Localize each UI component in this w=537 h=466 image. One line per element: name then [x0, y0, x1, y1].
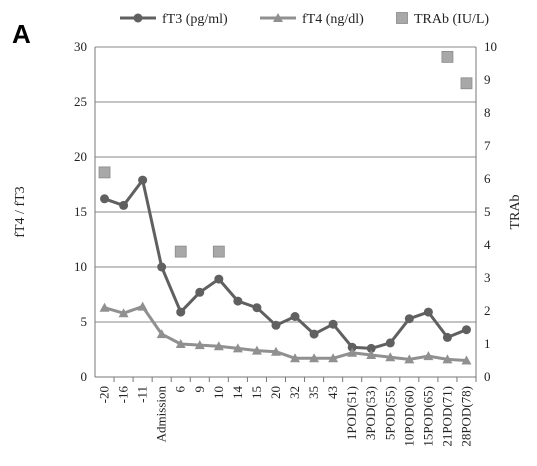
legend-marker: [273, 13, 283, 22]
legend-marker: [396, 12, 408, 24]
y2-tick-label: 7: [484, 138, 491, 153]
data-point: [118, 308, 129, 318]
y-tick-label: 15: [74, 204, 87, 219]
y2-tick-label: 1: [484, 336, 491, 351]
x-tick-label: 5POD(55): [382, 386, 397, 440]
data-point: [328, 353, 339, 363]
data-point: [137, 301, 148, 311]
data-point: [309, 353, 320, 363]
data-point: [232, 343, 243, 353]
data-point: [100, 194, 110, 204]
data-point: [233, 296, 243, 306]
legend: fT3 (pg/ml) fT4 (ng/dl) TRAb (IU/L): [120, 12, 489, 27]
data-point: [251, 345, 262, 355]
x-tick-label: 1POD(51): [344, 386, 359, 440]
y2-axis-title: TRAb: [508, 195, 523, 230]
x-tick-label: 15: [249, 386, 264, 399]
data-point: [290, 353, 301, 363]
y-tick-label: 25: [74, 94, 87, 109]
data-point: [156, 329, 167, 339]
x-tick-label: 3POD(53): [363, 386, 378, 440]
y-tick-label: 20: [74, 149, 87, 164]
gridlines: [95, 46, 476, 323]
data-point: [214, 274, 224, 284]
data-point: [157, 262, 167, 272]
y2-tick-label: 9: [484, 72, 491, 87]
x-tick-label: 43: [325, 386, 340, 399]
x-tick-label: 6: [173, 386, 188, 393]
x-tick-label: 14: [230, 386, 245, 400]
legend-label: TRAb (IU/L): [414, 12, 489, 27]
data-point: [99, 302, 110, 312]
data-point: [385, 352, 396, 362]
data-point: [309, 329, 319, 339]
x-tick-label: 35: [306, 386, 321, 399]
y2-tick-label: 0: [484, 369, 491, 384]
series-line: [104, 178, 468, 350]
data-point: [441, 51, 454, 63]
x-tick-label: 10: [211, 386, 226, 399]
data-point: [423, 307, 433, 317]
x-tick-label: 10POD(60): [401, 386, 416, 447]
data-point: [98, 166, 111, 179]
data-point: [252, 303, 262, 313]
data-point: [212, 245, 225, 258]
data-point: [290, 312, 300, 321]
data-point: [347, 342, 357, 352]
x-tick-label: 28POD(78): [458, 386, 473, 447]
data-point: [347, 347, 358, 357]
y-tick-label: 0: [81, 369, 88, 384]
series-line: [104, 305, 467, 362]
data-point: [423, 351, 434, 361]
axes: 0 5 10 15 20 25 30 0 1 2 3 4 5 6 7 8 9 10 -20 -16 -11 Admissi…: [13, 39, 523, 447]
data-point: [195, 287, 205, 297]
y-tick-label: 5: [81, 314, 88, 329]
x-tick-label: -11: [135, 386, 150, 403]
y2-tick-label: 8: [484, 105, 491, 120]
data-point: [270, 346, 281, 356]
y2-tick-label: 3: [484, 270, 491, 285]
data-point: [175, 339, 186, 348]
data-point: [385, 338, 395, 348]
x-tick-label: 20: [268, 386, 283, 399]
data-point: [404, 314, 414, 324]
x-tick-label: -20: [97, 386, 112, 403]
data-point: [461, 325, 471, 335]
x-tick-label: Admission: [154, 386, 169, 443]
data-point: [366, 343, 376, 353]
data-point: [442, 332, 452, 342]
y-tick-label: 10: [74, 259, 87, 274]
legend-label: fT3 (pg/ml): [162, 12, 228, 27]
data-point: [138, 175, 148, 185]
data-point: [213, 341, 224, 351]
data-point: [460, 77, 473, 90]
y2-tick-label: 5: [484, 204, 491, 219]
data-point: [461, 355, 472, 365]
data-point: [328, 319, 338, 329]
data-point: [442, 354, 453, 364]
y2-tick-label: 4: [484, 237, 491, 252]
y-axis-title: fT4 / fT3: [13, 186, 28, 237]
data-point: [404, 354, 415, 364]
x-tick-label: 21POD(71): [439, 386, 454, 447]
series-layer: [98, 51, 473, 365]
y-tick-label: 30: [74, 39, 87, 54]
legend-label: fT4 (ng/dl): [302, 12, 364, 27]
data-point: [271, 320, 281, 330]
panel-label: A: [12, 19, 31, 49]
x-tick-label: -16: [116, 386, 131, 404]
y2-tick-label: 2: [484, 303, 491, 318]
data-point: [119, 200, 129, 210]
legend-marker: [133, 13, 143, 23]
x-tick-label: 32: [287, 386, 302, 399]
y2-tick-label: 10: [484, 39, 497, 54]
data-point: [176, 307, 186, 317]
data-point: [194, 340, 205, 350]
x-tick-label: 9: [192, 386, 207, 393]
x-tick-label: 15POD(65): [420, 386, 435, 447]
data-point: [366, 350, 377, 359]
y2-tick-label: 6: [484, 171, 491, 186]
data-point: [174, 245, 187, 258]
